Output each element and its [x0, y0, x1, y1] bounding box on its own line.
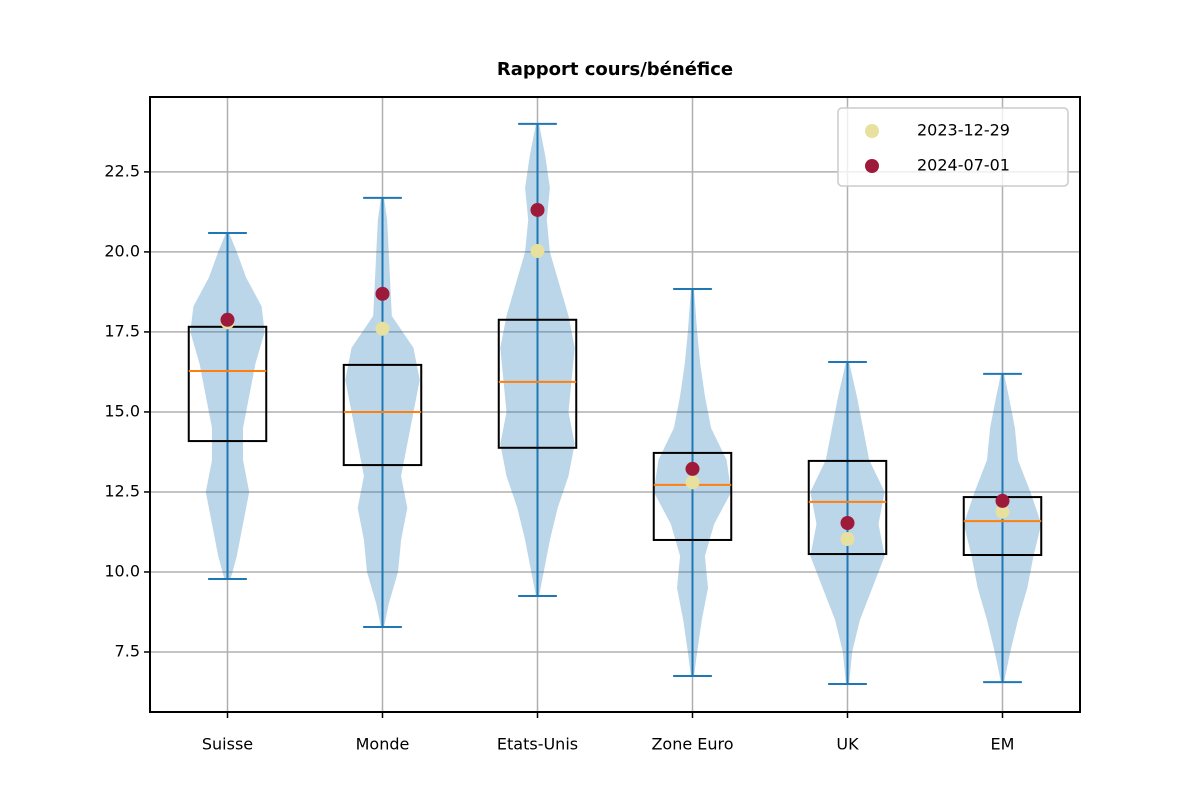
y-tick-label: 17.5 — [104, 321, 140, 340]
legend-label: 2023-12-29 — [917, 121, 1010, 140]
legend-marker — [865, 159, 879, 173]
scatter-point — [685, 461, 700, 476]
scatter-point — [220, 312, 235, 327]
x-tick-label: UK — [836, 735, 859, 754]
x-tick-label: Suisse — [202, 735, 253, 754]
scatter-point — [530, 243, 545, 258]
y-tick-label: 12.5 — [104, 481, 140, 500]
box — [342, 363, 423, 467]
box — [652, 451, 733, 541]
x-tick-label: Monde — [356, 735, 410, 754]
y-tick-label: 20.0 — [104, 241, 140, 260]
box — [807, 459, 888, 556]
scatter-point — [840, 532, 855, 547]
y-tick-label: 7.5 — [115, 641, 140, 660]
scatter-point — [685, 475, 700, 490]
legend-marker — [865, 124, 879, 138]
x-tick-label: EM — [991, 735, 1015, 754]
plot-frame — [149, 96, 1081, 713]
legend-box — [837, 107, 1069, 187]
x-tick-label: Zone Euro — [651, 735, 733, 754]
scatter-point — [375, 286, 390, 301]
y-tick-label: 10.0 — [104, 561, 140, 580]
scatter-point — [995, 493, 1010, 508]
box — [497, 318, 578, 449]
scatter-point — [530, 202, 545, 217]
scatter-point — [375, 321, 390, 336]
legend-label: 2024-07-01 — [917, 156, 1010, 175]
scatter-point — [995, 504, 1010, 519]
chart-title: Rapport cours/bénéfice — [497, 59, 733, 80]
y-tick-label: 22.5 — [104, 161, 140, 180]
y-tick-label: 15.0 — [104, 401, 140, 420]
x-tick-label: Etats-Unis — [497, 735, 578, 754]
scatter-point — [840, 516, 855, 531]
